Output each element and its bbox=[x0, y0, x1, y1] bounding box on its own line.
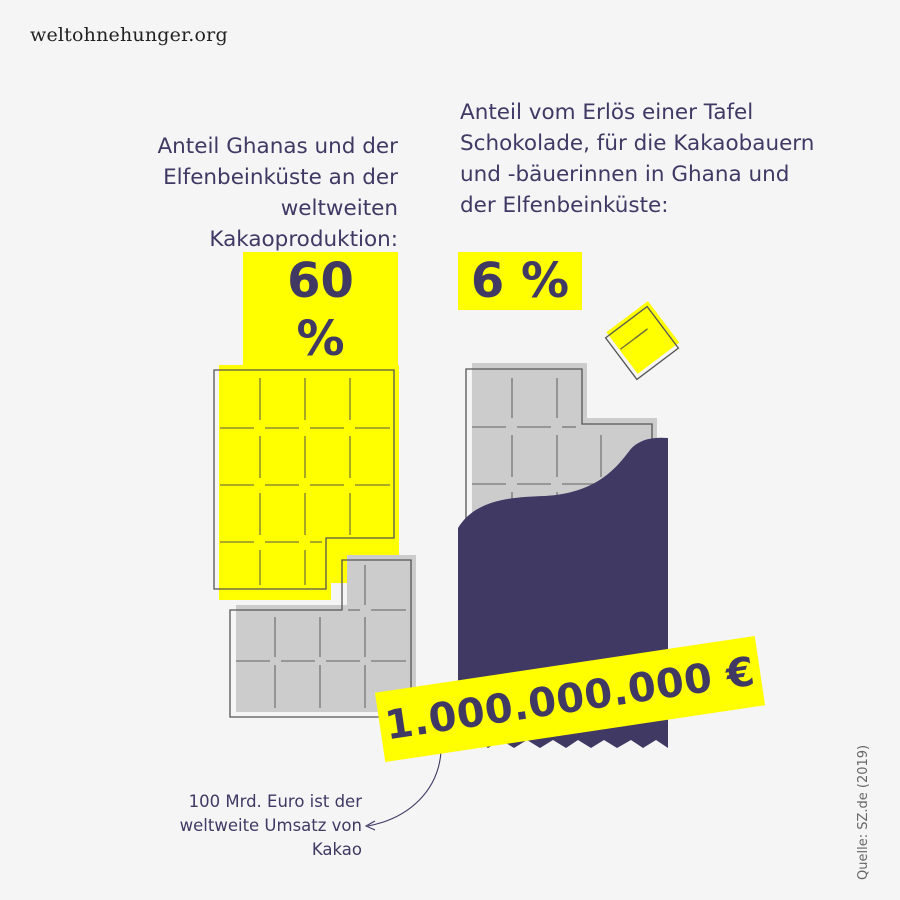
arrow-icon bbox=[367, 751, 442, 827]
gray-chocolate-piece-icon bbox=[229, 555, 416, 718]
heading-line: der Elfenbeinküste: bbox=[460, 193, 669, 218]
chocolate-piece-icon bbox=[604, 300, 680, 381]
note-line: Kakao bbox=[311, 840, 362, 859]
brand-logo: weltohnehunger.org bbox=[30, 24, 228, 46]
note-line: weltweite Umsatz von bbox=[179, 816, 362, 835]
heading-line: Schokolade, für die Kakaobauern bbox=[460, 131, 815, 156]
yellow-chocolate-piece-icon bbox=[213, 365, 399, 600]
note-line: 100 Mrd. Euro ist der bbox=[188, 792, 362, 811]
heading-line: und -bäuerinnen in Ghana und bbox=[460, 162, 790, 187]
production-share-value: 60 % bbox=[243, 252, 398, 368]
heading-line: Anteil Ghanas und der bbox=[157, 134, 398, 159]
revenue-note: 100 Mrd. Euro ist der weltweite Umsatz v… bbox=[122, 790, 362, 862]
heading-line: weltweiten Kakaoproduktion: bbox=[209, 196, 398, 252]
heading-line: Anteil vom Erlös einer Tafel bbox=[460, 100, 754, 125]
left-stat-heading: Anteil Ghanas und der Elfenbeinküste an … bbox=[98, 131, 398, 255]
heading-line: Elfenbeinküste an der bbox=[163, 165, 398, 190]
right-stat-heading: Anteil vom Erlös einer Tafel Schokolade,… bbox=[460, 97, 860, 221]
arrowhead-icon bbox=[364, 820, 376, 831]
source-credit: Quelle: SZ.de (2019) bbox=[856, 744, 871, 880]
revenue-share-value: 6 % bbox=[458, 252, 582, 310]
